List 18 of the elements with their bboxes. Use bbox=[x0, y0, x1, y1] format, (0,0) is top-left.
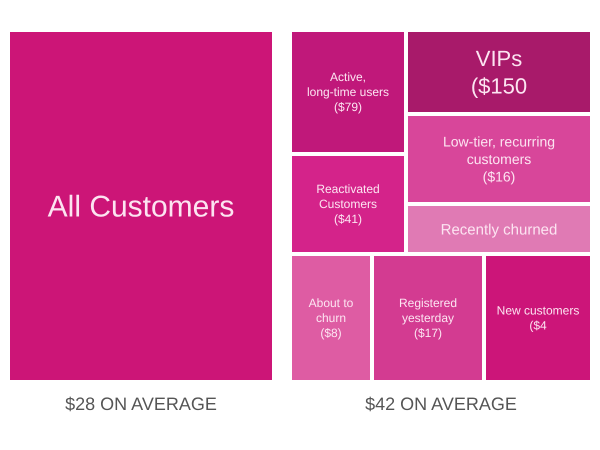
data-label: ($79) bbox=[334, 100, 362, 114]
text: $42 ON AVERAGE bbox=[365, 394, 517, 414]
data-label: ($41) bbox=[334, 212, 362, 226]
category-label: VIPs bbox=[476, 46, 522, 71]
category-label: Registered yesterday bbox=[398, 296, 458, 326]
text: $28 ON AVERAGE bbox=[65, 394, 217, 414]
category-label: Low-tier, recurring customers bbox=[442, 133, 556, 167]
category-label: Active, long-time users bbox=[306, 70, 390, 100]
data-label: ($17) bbox=[414, 326, 442, 340]
category-label: Reactivated Customers bbox=[316, 182, 380, 212]
data-label: ($8) bbox=[320, 326, 342, 340]
category-label: All Customers bbox=[48, 190, 234, 224]
data-label: ($16) bbox=[482, 168, 516, 184]
category-label: Recently churned bbox=[440, 221, 558, 238]
category-label: New customers bbox=[496, 304, 580, 318]
category-label: About to churn bbox=[308, 296, 354, 326]
data-label: ($150 bbox=[470, 73, 528, 98]
data-label: ($4 bbox=[529, 318, 547, 333]
